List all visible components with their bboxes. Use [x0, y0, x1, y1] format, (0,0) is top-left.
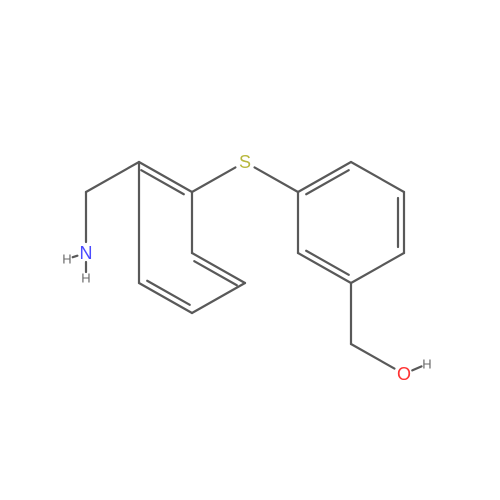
atom-h: H: [422, 357, 431, 372]
molecule-diagram: SOHNHH: [0, 0, 500, 500]
atom-h: H: [81, 271, 90, 286]
atom-o: O: [397, 364, 411, 384]
atom-n: N: [80, 243, 93, 263]
atom-h: H: [62, 252, 71, 267]
atom-s: S: [239, 152, 251, 172]
